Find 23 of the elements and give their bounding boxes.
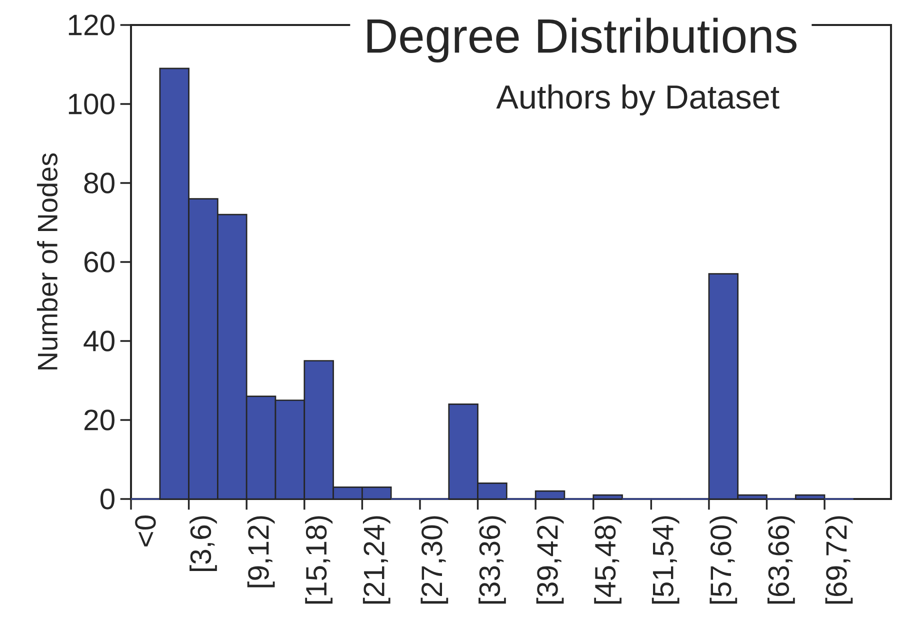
x-tick-label: [3,6) (190, 516, 217, 571)
x-tick-label: [21,24) (362, 516, 390, 604)
x-tick-label: [27,30) (420, 516, 448, 604)
x-tick-label: [15,18) (305, 516, 333, 604)
y-tick-label: 60 (84, 252, 114, 272)
y-tick-label: 80 (84, 172, 114, 194)
y-tick-label: 120 (68, 14, 114, 36)
y-tick-label: 20 (84, 410, 114, 430)
x-tick-label: <0 (135, 516, 156, 546)
y-tick-label: 40 (84, 330, 114, 352)
x-tick-label: [57,60) (710, 516, 738, 604)
chart-title: Degree Distributions (367, 18, 796, 63)
x-tick-label: [39,42) (536, 516, 564, 604)
x-tick-label: [9,12) (247, 516, 275, 588)
x-tick-label: [45,48) (594, 516, 622, 604)
y-tick-label: 0 (100, 488, 114, 510)
x-tick-label: [63,66) (768, 516, 795, 604)
y-axis-title: Number of Nodes (36, 153, 58, 370)
y-tick-label: 100 (68, 94, 114, 114)
x-tick-label: [33,36) (478, 516, 506, 604)
x-tick-label: [51,54) (652, 516, 680, 604)
x-tick-label: [69,72) (825, 516, 853, 604)
text: Authors by Dataset (496, 84, 780, 116)
